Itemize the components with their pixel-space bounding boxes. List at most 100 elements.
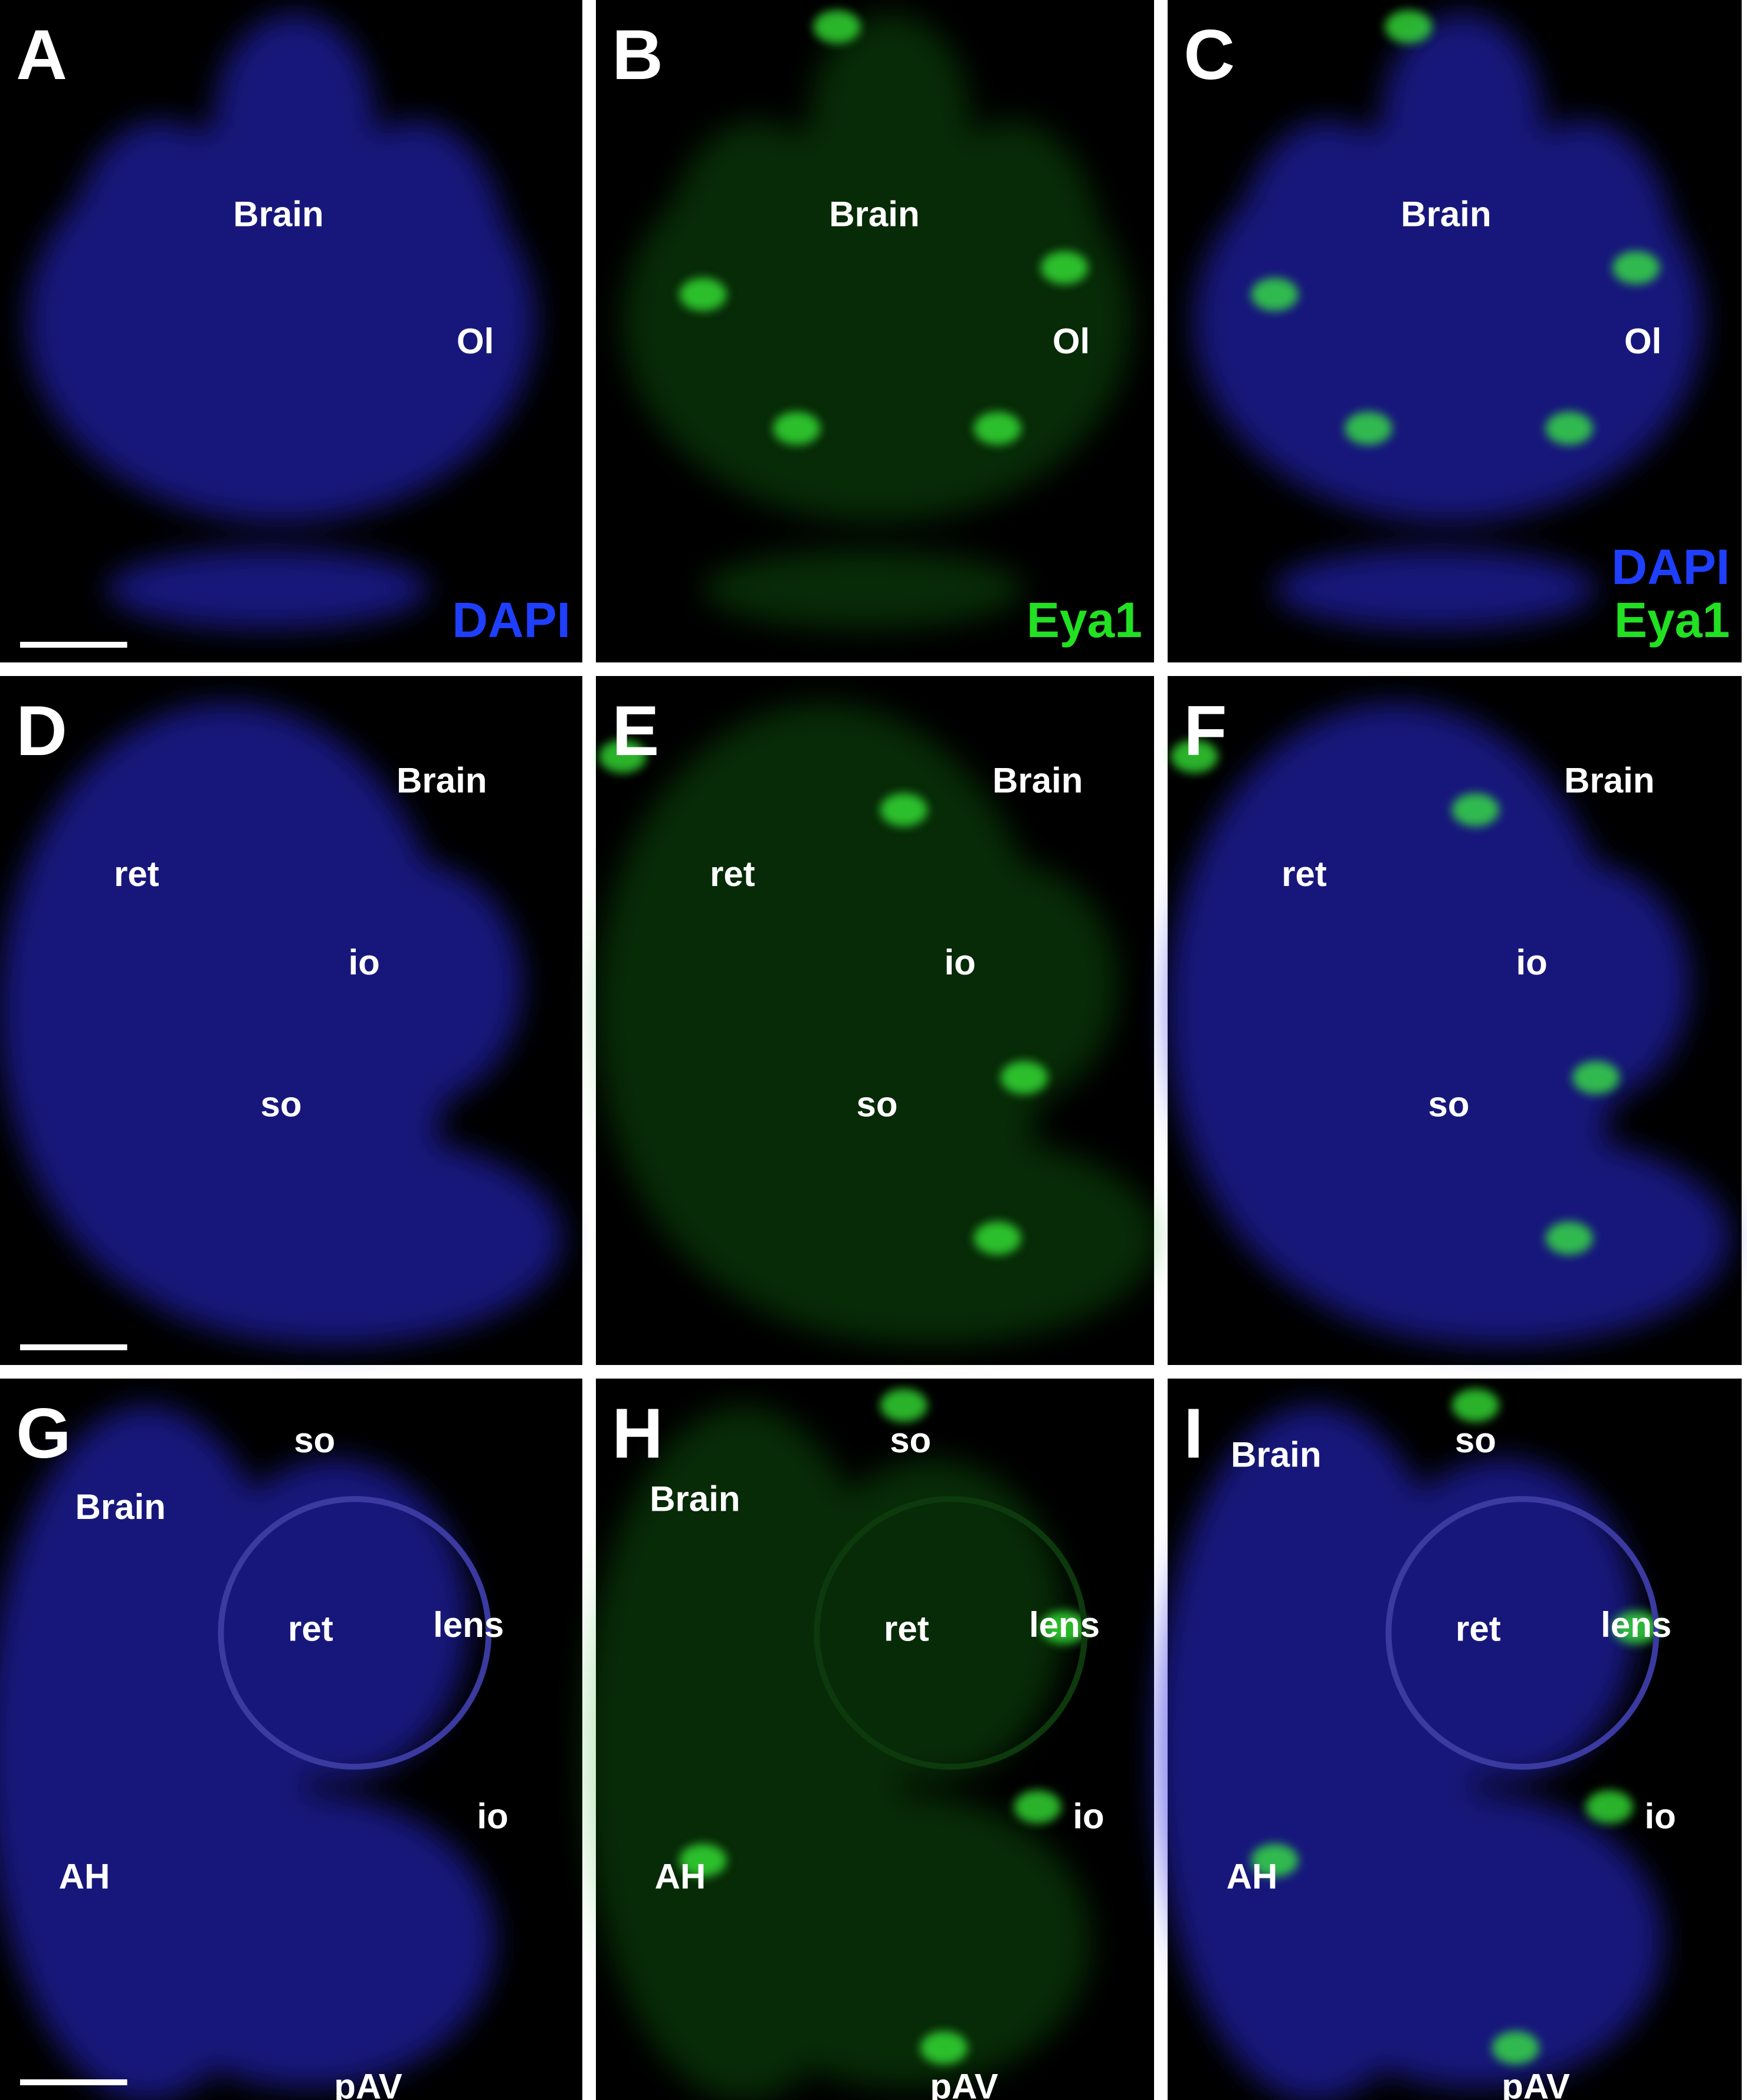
tissue (1154, 1405, 1663, 2100)
tissue-region (1234, 120, 1422, 415)
structure-label: Brain (1401, 194, 1491, 234)
eya1-spot (1385, 10, 1433, 44)
structure-label: Ol (1624, 321, 1661, 361)
structure-label: io (1644, 1796, 1676, 1836)
eya1-spot (1612, 251, 1660, 284)
structure-label: lens (1029, 1605, 1100, 1645)
tissue-region (703, 549, 1025, 629)
tissue-region (810, 13, 971, 228)
tissue (0, 703, 562, 1346)
tissue-region (321, 120, 509, 415)
eya1-spot (1345, 412, 1392, 445)
stain-label: Eya1 (1027, 592, 1142, 648)
structure-label: ret (114, 854, 159, 894)
panel-letter: D (16, 691, 67, 770)
tissue-region (716, 1793, 1092, 2088)
eya1-spot (1492, 2031, 1539, 2065)
eya1-spot (1041, 251, 1089, 284)
eya1-signal (679, 1389, 1089, 2065)
structure-label: AH (655, 1856, 706, 1896)
tissue-region (67, 120, 255, 415)
stain-label: DAPI (1611, 539, 1730, 595)
panel: Fso Brain ret io (1168, 676, 1742, 1365)
tissue-region (214, 13, 375, 228)
structure-label: io (1516, 943, 1548, 982)
tissue-region (201, 1459, 469, 1780)
panel: Dso Brain ret io (0, 676, 582, 1365)
tissue-region (107, 549, 429, 629)
panel-letter: E (612, 691, 659, 770)
tissue-region (917, 120, 1105, 415)
structure-label: so (1428, 1084, 1469, 1124)
structure-label: Brain (1564, 760, 1654, 800)
tissue-region (797, 1459, 1065, 1780)
panel-letter: A (16, 15, 67, 94)
eya1-spot (974, 1221, 1021, 1255)
eya1-spot (1001, 1061, 1048, 1094)
structure-label: AH (59, 1856, 110, 1896)
structure-label: so (1455, 1420, 1496, 1460)
structure-label: io (945, 943, 976, 982)
panel: Eso Brain ret io (596, 676, 1158, 1365)
eya1-signal (679, 10, 1089, 445)
structure-label: pAV (1502, 2067, 1570, 2100)
eya1-spot (1014, 1790, 1061, 1824)
structure-label: ret (288, 1609, 333, 1649)
tissue-region (307, 863, 522, 1105)
eya1-spot (1572, 1061, 1620, 1094)
tissue (596, 703, 1158, 1346)
eya1-spot (1545, 412, 1593, 445)
structure-label: io (1073, 1796, 1104, 1836)
structure-label: Brain (829, 194, 919, 234)
eya1-spot (1251, 278, 1299, 311)
tissue-region (1368, 1459, 1637, 1780)
panel-letter: F (1184, 691, 1227, 770)
structure-label: Brain (233, 194, 323, 234)
eya1-spot (974, 412, 1021, 445)
structure-label: Ol (1053, 321, 1090, 361)
structure-label: pAV (930, 2067, 998, 2100)
eya1-signal (1251, 10, 1660, 445)
eya1-spot (679, 278, 727, 311)
tissue-region (1274, 549, 1597, 629)
tissue-region (1489, 120, 1677, 415)
tissue-region (107, 1131, 562, 1346)
tissue (27, 13, 536, 629)
eye-outline (218, 1496, 492, 1770)
structure-label: lens (433, 1605, 504, 1645)
panel-letter: G (16, 1394, 71, 1473)
structure-label: ret (1281, 854, 1327, 894)
eya1-spot (1545, 1221, 1593, 1255)
structure-label: io (477, 1796, 508, 1836)
eye-outline (814, 1496, 1088, 1770)
panel: A Brain Ol DAPI (0, 0, 582, 662)
structure-label: Ol (457, 321, 494, 361)
structure-label: io (349, 943, 380, 982)
panel-letter: B (612, 15, 663, 94)
structure-label: lens (1601, 1605, 1671, 1645)
tissue-region (1288, 1793, 1663, 2088)
tissue (622, 13, 1132, 629)
eya1-spot (679, 1843, 727, 1877)
structure-label: so (294, 1420, 335, 1460)
eya1-spot (773, 412, 821, 445)
tissue-region (663, 120, 851, 415)
eya1-signal (1251, 1389, 1660, 2065)
tissue-region (1382, 13, 1543, 228)
tissue-region (1274, 1131, 1730, 1346)
structure-label: Brain (992, 760, 1083, 800)
eya1-spot (1451, 1389, 1499, 1422)
stain-label: DAPI (452, 592, 571, 648)
eya1-spot (599, 740, 647, 773)
eya1-spot (880, 1389, 927, 1422)
eya1-spot (1612, 1611, 1660, 1645)
tissue-region (903, 863, 1118, 1105)
structure-label: Brain (650, 1479, 740, 1519)
structure-label: so (856, 1084, 897, 1124)
tissue (1168, 703, 1730, 1346)
